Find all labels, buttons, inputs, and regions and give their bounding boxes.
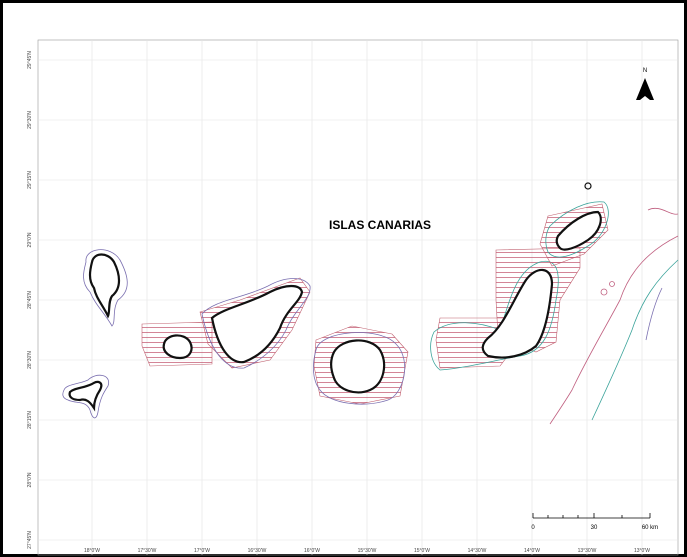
north-label: N xyxy=(643,68,647,74)
latitude-label: 29°0'N xyxy=(27,232,33,247)
island-la-gomera xyxy=(142,322,212,366)
map-title: ISLAS CANARIAS xyxy=(329,218,431,232)
longitude-label: 14°30'W xyxy=(468,548,487,554)
longitude-label: 17°0'W xyxy=(194,548,210,554)
longitude-label: 16°0'W xyxy=(304,548,320,554)
latitude-label: 27°45'N xyxy=(27,531,33,549)
longitude-label: 15°30'W xyxy=(358,548,377,554)
latitude-label: 28°45'N xyxy=(27,291,33,309)
longitude-label: 13°30'W xyxy=(578,548,597,554)
longitude-label: 14°0'W xyxy=(524,548,540,554)
latitude-label: 29°30'N xyxy=(27,111,33,129)
latitude-label: 28°0'N xyxy=(27,472,33,487)
island-gran-canaria xyxy=(313,326,408,404)
latitude-label: 28°30'N xyxy=(27,351,33,369)
scale-label: 30 xyxy=(591,525,598,531)
latitude-label: 29°15'N xyxy=(27,171,33,189)
longitude-label: 16°30'W xyxy=(248,548,267,554)
longitude-label: 18°0'W xyxy=(84,548,100,554)
longitude-label: 15°0'W xyxy=(414,548,430,554)
latitude-label: 28°15'N xyxy=(27,411,33,429)
latitude-label: 29°45'N xyxy=(27,51,33,69)
scale-label: 60 km xyxy=(642,525,658,531)
longitude-label: 17°30'W xyxy=(138,548,157,554)
longitude-label: 13°0'W xyxy=(634,548,650,554)
map: ISLAS CANARIAS N 0 30 60 km 29°45'N29°30… xyxy=(0,0,687,557)
